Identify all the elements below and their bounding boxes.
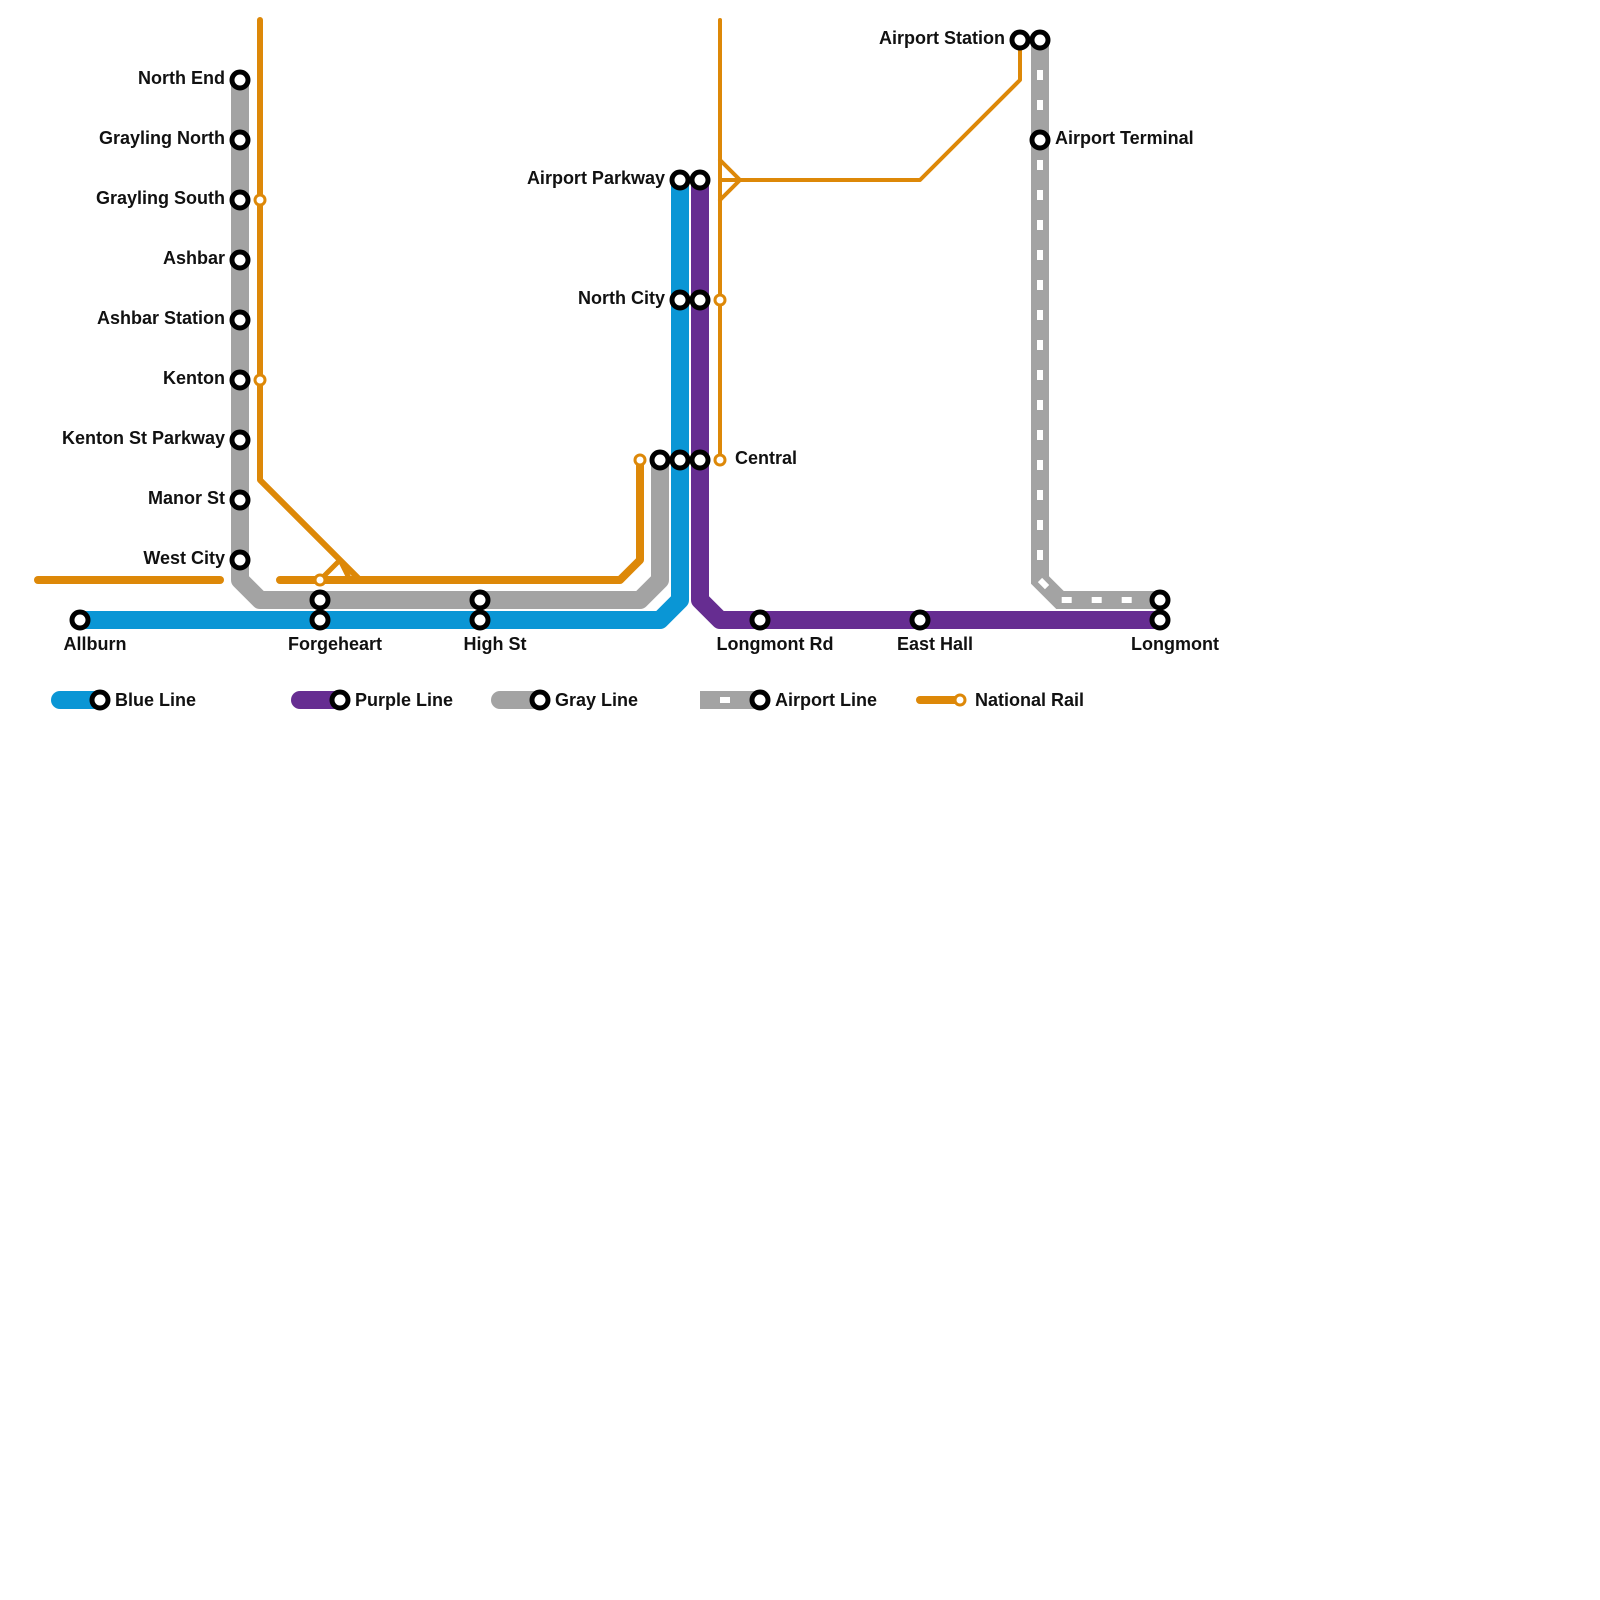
legend-label-blue: Blue Line: [115, 690, 196, 710]
label-airport-terminal: Airport Terminal: [1055, 128, 1194, 148]
station-marker-central-gray[interactable]: [649, 449, 671, 471]
purple-line: [691, 180, 1160, 629]
purple-line-route: [691, 180, 1160, 629]
label-grayling-north: Grayling North: [99, 128, 225, 148]
national-rail-junction-arrow: [718, 158, 742, 202]
station-marker-high-st-blue[interactable]: [469, 609, 491, 631]
airport-line-dashes: [1037, 40, 1160, 603]
station-marker-central-purple[interactable]: [689, 449, 711, 471]
station-marker-west-city[interactable]: [229, 549, 251, 571]
label-ashbar-station: Ashbar Station: [97, 308, 225, 328]
station-marker-longmont-rd[interactable]: [749, 609, 771, 631]
label-kenton-st-parkway: Kenton St Parkway: [62, 428, 225, 448]
label-manor-st: Manor St: [148, 488, 225, 508]
station-marker-central-blue[interactable]: [669, 449, 691, 471]
label-east-hall: East Hall: [897, 634, 973, 654]
station-marker-forgeheart-gray[interactable]: [309, 589, 331, 611]
legend-item-purple: Purple Line: [291, 689, 453, 711]
station-marker-east-hall[interactable]: [909, 609, 931, 631]
national-rail-stops: [253, 193, 727, 587]
national-rail-airport-branch: [718, 38, 1022, 182]
national-rail-junction-chevron: [317, 557, 353, 583]
station-marker-ashbar[interactable]: [229, 249, 251, 271]
legend-marker-blue: [89, 689, 111, 711]
national-stop-central: [713, 453, 727, 467]
label-longmont-rd: Longmont Rd: [717, 634, 834, 654]
national-stop-north-city: [713, 293, 727, 307]
legend-label-national: National Rail: [975, 690, 1084, 710]
station-marker-ashbar-station[interactable]: [229, 309, 251, 331]
station-marker-high-st-gray[interactable]: [469, 589, 491, 611]
station-marker-airport-station[interactable]: [1029, 29, 1051, 51]
legend-item-airport: Airport Line: [700, 689, 877, 711]
station-marker-longmont-airport[interactable]: [1149, 589, 1171, 611]
label-grayling-south: Grayling South: [96, 188, 225, 208]
station-marker-airport-parkway-purple[interactable]: [689, 169, 711, 191]
station-marker-forgeheart-blue[interactable]: [309, 609, 331, 631]
national-stop-kenton: [253, 373, 267, 387]
legend-item-gray: Gray Line: [491, 689, 638, 711]
national-stop-forgeheart: [313, 573, 327, 587]
national-rail-kenton-branch: [257, 17, 363, 583]
station-labels: North End Grayling North Grayling South …: [62, 28, 1219, 654]
legend-item-national: National Rail: [916, 690, 1084, 710]
blue-line-route: [80, 180, 689, 629]
label-ashbar: Ashbar: [163, 248, 225, 268]
label-central: Central: [735, 448, 797, 468]
legend-marker-airport: [749, 689, 771, 711]
label-north-city: North City: [578, 288, 665, 308]
legend-label-airport: Airport Line: [775, 690, 877, 710]
legend-marker-national: [953, 693, 967, 707]
station-marker-kenton-st-parkway[interactable]: [229, 429, 251, 451]
label-airport-parkway: Airport Parkway: [527, 168, 665, 188]
national-rail-central-branch: [276, 456, 644, 584]
station-markers: [69, 29, 1171, 631]
blue-line: [80, 180, 689, 629]
legend: Blue Line Purple Line Gray Line Airport …: [51, 689, 1084, 711]
label-airport-station: Airport Station: [879, 28, 1005, 48]
airport-line-route: [1031, 40, 1160, 609]
station-marker-airport-station-rail[interactable]: [1009, 29, 1031, 51]
station-marker-grayling-south[interactable]: [229, 189, 251, 211]
national-rail: [34, 17, 1022, 584]
station-marker-manor-st[interactable]: [229, 489, 251, 511]
station-marker-allburn[interactable]: [69, 609, 91, 631]
legend-marker-purple: [329, 689, 351, 711]
legend-marker-gray: [529, 689, 551, 711]
national-stop-grayling-south: [253, 193, 267, 207]
national-stop-central-west: [633, 453, 647, 467]
station-marker-north-city-purple[interactable]: [689, 289, 711, 311]
station-marker-north-end[interactable]: [229, 69, 251, 91]
station-marker-airport-parkway-blue[interactable]: [669, 169, 691, 191]
label-kenton: Kenton: [163, 368, 225, 388]
label-high-st: High St: [464, 634, 527, 654]
station-marker-longmont-purple[interactable]: [1149, 609, 1171, 631]
station-marker-north-city-blue[interactable]: [669, 289, 691, 311]
label-forgeheart: Forgeheart: [288, 634, 382, 654]
label-west-city: West City: [143, 548, 225, 568]
label-allburn: Allburn: [64, 634, 127, 654]
legend-label-purple: Purple Line: [355, 690, 453, 710]
station-marker-airport-terminal[interactable]: [1029, 129, 1051, 151]
airport-line: [1031, 40, 1160, 609]
legend-item-blue: Blue Line: [51, 689, 196, 711]
station-marker-grayling-north[interactable]: [229, 129, 251, 151]
label-longmont: Longmont: [1131, 634, 1219, 654]
legend-label-gray: Gray Line: [555, 690, 638, 710]
label-north-end: North End: [138, 68, 225, 88]
station-marker-kenton[interactable]: [229, 369, 251, 391]
